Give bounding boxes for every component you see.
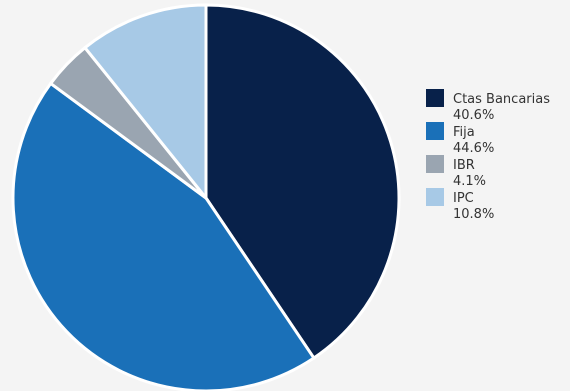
legend-series-value: 4.1% — [453, 174, 486, 189]
legend-swatch — [426, 89, 444, 107]
pie-slice-ctas-bancarias — [204, 3, 401, 360]
legend-series-value: 40.6% — [453, 108, 494, 123]
pie-slice-fija — [11, 81, 316, 391]
legend-series-value: 44.6% — [453, 141, 494, 156]
legend-swatch — [426, 155, 444, 173]
legend-series-name: IBR — [453, 158, 475, 173]
legend-swatch — [426, 122, 444, 140]
pie-slice-ipc — [83, 3, 208, 200]
legend: Ctas Bancarias40.6%Fija44.6%IBR4.1%IPC10… — [426, 89, 550, 222]
legend-series-name: Fija — [453, 125, 475, 140]
legend-series-name: Ctas Bancarias — [453, 92, 550, 107]
legend-series-value: 10.8% — [453, 207, 494, 222]
legend-swatch — [426, 188, 444, 206]
pie-slices — [11, 3, 401, 391]
legend-series-name: IPC — [453, 191, 474, 206]
